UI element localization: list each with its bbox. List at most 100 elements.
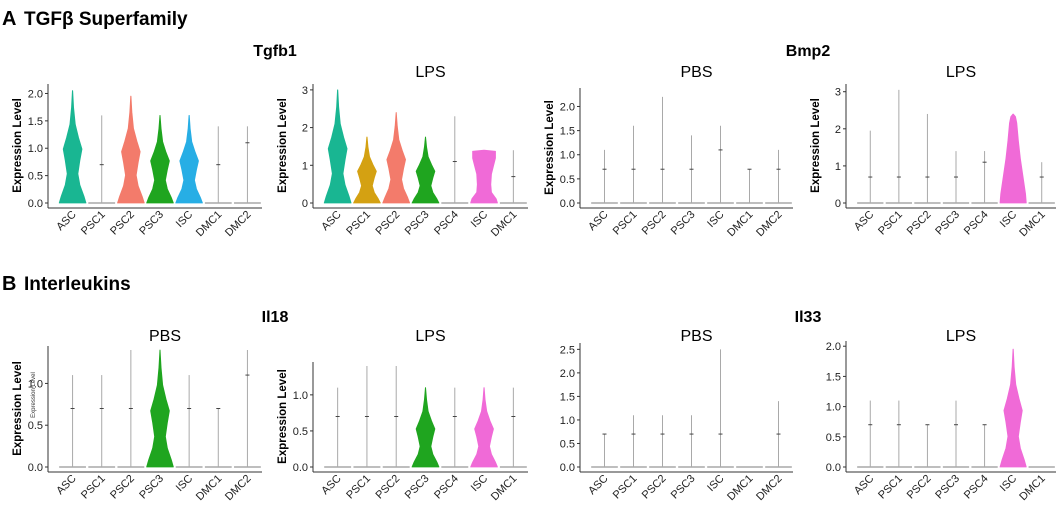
violin-psc2 (117, 95, 145, 204)
violin-psc1 (353, 136, 381, 204)
y-tick-label: 1.0 (28, 143, 43, 155)
x-tick-label: DMC1 (725, 209, 756, 240)
x-tick-label: DMC1 (194, 209, 225, 240)
x-tick-label: DMC2 (223, 209, 254, 240)
x-tick-label: PSC2 (640, 209, 669, 238)
x-tick-label: PSC1 (79, 473, 108, 502)
x-tick-label: ISC (174, 209, 195, 230)
x-tick-label: DMC1 (489, 473, 520, 504)
y-axis-label: Expression Level (277, 98, 289, 193)
violin-psc2 (382, 112, 411, 204)
x-tick-label: PSC1 (344, 473, 373, 502)
x-tick-label: DMC2 (223, 473, 254, 504)
x-tick-label: ASC (319, 209, 344, 234)
x-tick-label: PSC4 (962, 209, 991, 238)
y-tick-label: 0.0 (560, 198, 575, 210)
y-tick-label: 0.5 (28, 171, 43, 183)
y-tick-label: 1 (302, 160, 308, 172)
violin-psc3 (146, 349, 174, 468)
y-tick-label: 1.0 (28, 378, 43, 390)
y-tick-label: 0 (302, 198, 308, 210)
x-tick-label: DMC1 (1017, 473, 1048, 504)
panel-title: LPS (415, 64, 445, 81)
x-tick-label: PSC4 (962, 473, 991, 502)
violin-isc (999, 348, 1027, 468)
violin-isc (470, 387, 498, 468)
y-tick-label: 1.0 (560, 150, 575, 162)
x-tick-label: PSC3 (933, 209, 962, 238)
x-tick-label: ISC (705, 209, 726, 230)
violin-asc (58, 90, 87, 204)
x-tick-label: DMC2 (754, 209, 785, 240)
x-tick-label: PSC1 (876, 209, 905, 238)
y-tick-label: 1.0 (560, 415, 575, 427)
violin-asc (323, 89, 352, 204)
y-tick-label: 1.0 (293, 390, 308, 402)
violin-psc3 (411, 136, 440, 204)
x-tick-label: PSC1 (344, 209, 373, 238)
x-tick-label: ASC (586, 209, 611, 234)
y-tick-label: 0.0 (28, 198, 43, 210)
x-tick-label: PSC1 (79, 209, 108, 238)
y-tick-label: 1.0 (826, 402, 841, 414)
gene-title-bmp2: Bmp2 (786, 43, 831, 60)
y-tick-label: 0 (835, 198, 841, 210)
panel-title: LPS (415, 328, 445, 345)
y-tick-label: 0.0 (560, 462, 575, 474)
x-tick-label: PSC1 (611, 473, 640, 502)
panel-title: PBS (680, 328, 712, 345)
y-tick-label: 0.0 (826, 462, 841, 474)
y-axis-label: Expression Level (277, 369, 289, 464)
x-tick-label: ASC (852, 209, 877, 234)
x-tick-label: PSC2 (905, 473, 934, 502)
x-tick-label: PSC3 (403, 209, 432, 238)
x-tick-label: ISC (705, 473, 726, 494)
x-tick-label: ISC (998, 473, 1019, 494)
gene-title-il18: Il18 (262, 309, 289, 326)
x-tick-label: DMC1 (725, 473, 756, 504)
x-tick-label: ISC (469, 209, 490, 230)
x-tick-label: PSC1 (611, 209, 640, 238)
panel-title: LPS (946, 328, 976, 345)
y-tick-label: 2.5 (560, 344, 575, 356)
y-tick-label: 1 (835, 161, 841, 173)
y-tick-label: 0.0 (293, 462, 308, 474)
gene-title-il33: Il33 (795, 309, 822, 326)
section-b-title: Interleukins (24, 274, 131, 295)
x-tick-label: ASC (54, 473, 79, 498)
x-tick-label: PSC3 (137, 209, 166, 238)
small-ylabel: Expression Level (31, 372, 37, 418)
y-axis-label: Expression Level (810, 98, 822, 193)
y-axis-label: Expression Level (12, 361, 24, 456)
panel-bmp2-lps: LPS Expression Level 0 1 2 3 ASC PSC1 PSC2 PSC3 PS… (810, 64, 1056, 239)
x-tick-label: DMC1 (489, 209, 520, 240)
x-tick-label: PSC3 (669, 473, 698, 502)
y-tick-label: 3 (302, 85, 308, 97)
section-a-letter: A (2, 8, 16, 30)
y-tick-label: 0.5 (560, 174, 575, 186)
x-tick-label: PSC3 (403, 473, 432, 502)
x-tick-label: PSC2 (640, 473, 669, 502)
y-tick-label: 2.0 (826, 341, 841, 353)
violin-isc (999, 113, 1027, 204)
y-tick-label: 1.5 (560, 126, 575, 138)
violin-psc3 (146, 115, 174, 204)
x-tick-label: ISC (174, 473, 195, 494)
y-tick-label: 3 (835, 87, 841, 99)
section-b-letter: B (2, 273, 16, 295)
panel-title: PBS (149, 328, 181, 345)
x-tick-label: ASC (319, 473, 344, 498)
x-tick-label: PSC3 (933, 473, 962, 502)
x-tick-label: PSC2 (108, 473, 137, 502)
y-tick-label: 0.5 (293, 426, 308, 438)
x-tick-label: PSC3 (137, 473, 166, 502)
panel-title: LPS (946, 64, 976, 81)
x-tick-label: ISC (469, 473, 490, 494)
panel-il18-pbs: PBS Expression Level 0.0 0.5 1.0 ASC PSC1 PSC2 P… (12, 328, 262, 503)
